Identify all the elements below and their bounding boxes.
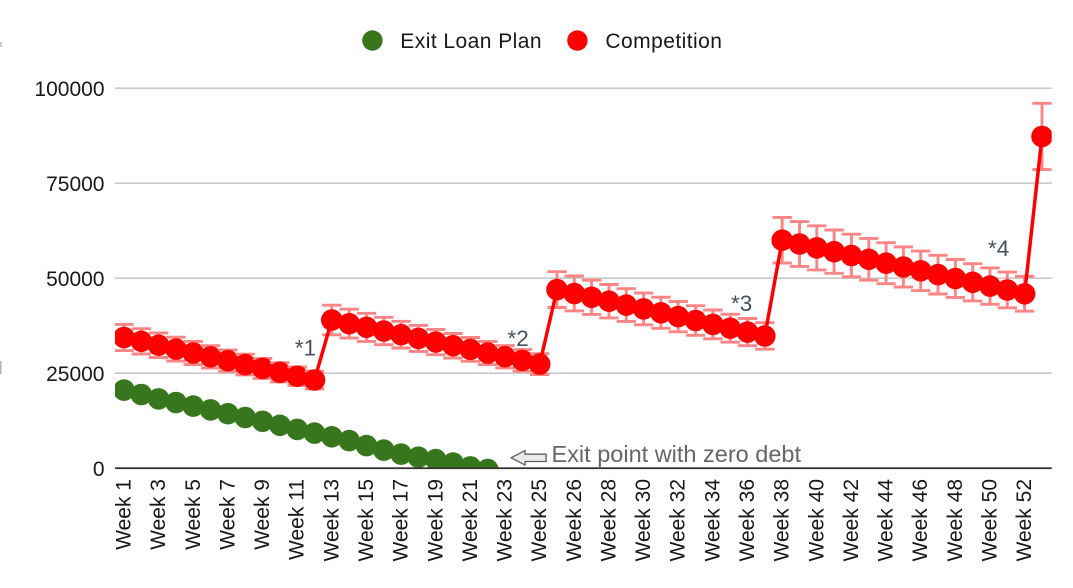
svg-text:Week 19: Week 19 <box>424 479 447 562</box>
svg-text:*3: *3 <box>731 291 752 316</box>
svg-text:Week 3: Week 3 <box>147 479 170 550</box>
svg-text:Week 17: Week 17 <box>390 479 413 562</box>
svg-text:Week 30: Week 30 <box>632 479 655 562</box>
svg-text:Week 11: Week 11 <box>286 479 309 560</box>
svg-text:Competition: Competition <box>605 30 722 53</box>
svg-text:Week 50: Week 50 <box>979 479 1002 562</box>
svg-text:Week 42: Week 42 <box>840 479 863 562</box>
svg-text:Week 1: Week 1 <box>113 479 136 550</box>
svg-text:50000: 50000 <box>46 268 104 291</box>
svg-text:*2: *2 <box>508 326 529 351</box>
svg-text:Week 46: Week 46 <box>909 479 932 562</box>
svg-text:Week 40: Week 40 <box>805 479 828 562</box>
svg-text:Week 13: Week 13 <box>320 479 343 562</box>
svg-text:Week 7: Week 7 <box>216 479 239 550</box>
svg-text:Week 32: Week 32 <box>667 479 690 562</box>
svg-text:Week 25: Week 25 <box>528 479 551 562</box>
svg-text:100000: 100000 <box>34 78 104 101</box>
svg-text:Week 52: Week 52 <box>1013 479 1036 562</box>
svg-text:Week 23: Week 23 <box>494 479 517 562</box>
svg-text:Week 28: Week 28 <box>598 479 621 562</box>
svg-text:Week 44: Week 44 <box>875 479 898 562</box>
svg-text:Week 36: Week 36 <box>736 479 759 562</box>
svg-text:0: 0 <box>93 458 105 481</box>
svg-text:75000: 75000 <box>46 173 104 196</box>
svg-text:Week 15: Week 15 <box>355 479 378 562</box>
svg-text:Exit point with zero debt: Exit point with zero debt <box>552 441 802 467</box>
svg-text:Week 9: Week 9 <box>251 479 274 550</box>
svg-text:Exit Loan Plan: Exit Loan Plan <box>400 30 542 53</box>
svg-text:Week 34: Week 34 <box>701 479 724 562</box>
svg-text:Week 21: Week 21 <box>459 479 482 562</box>
svg-text:*1: *1 <box>295 336 316 361</box>
svg-text:Week 5: Week 5 <box>182 479 205 550</box>
svg-text:25000: 25000 <box>46 363 104 386</box>
svg-text:Week 48: Week 48 <box>944 479 967 562</box>
svg-text:Week 38: Week 38 <box>771 479 794 562</box>
svg-text:Week 26: Week 26 <box>563 479 586 562</box>
svg-text:*4: *4 <box>988 236 1009 261</box>
